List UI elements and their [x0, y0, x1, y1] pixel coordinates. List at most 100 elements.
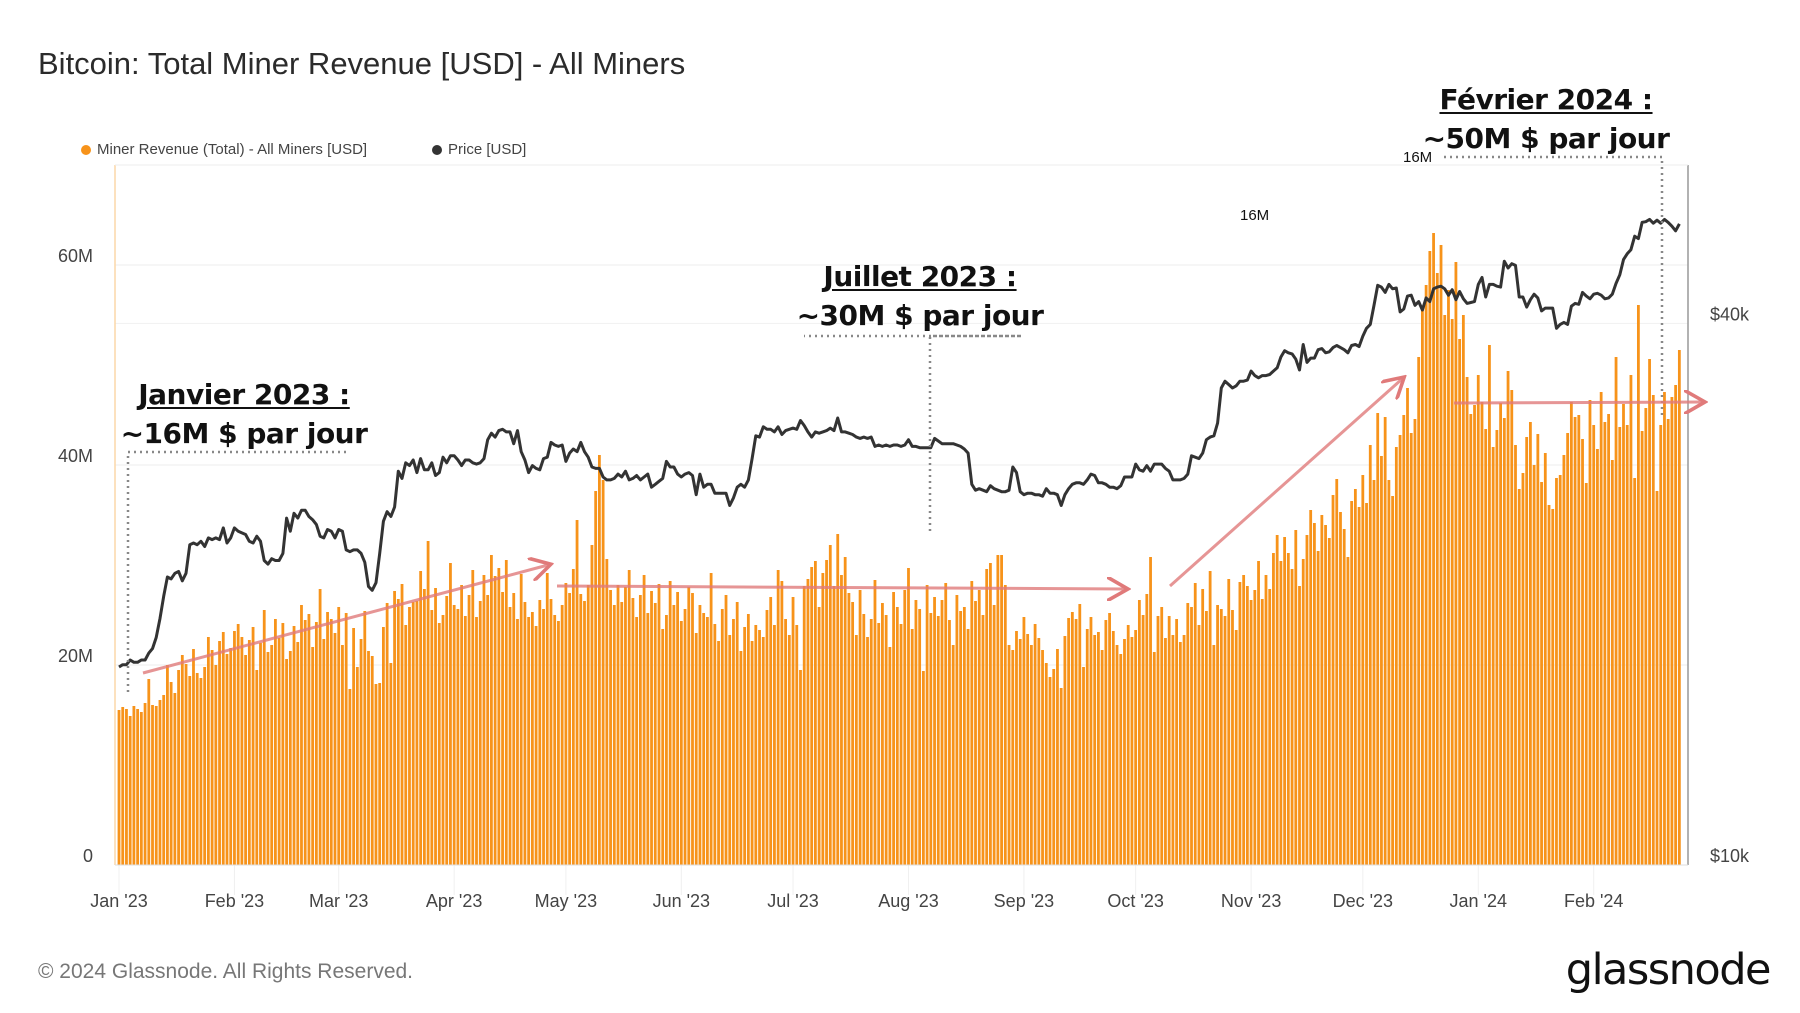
revenue-bar [1651, 395, 1655, 865]
annotation-july-2023: Juillet 2023 : ~30M $ par jour [797, 260, 1044, 332]
revenue-bar [490, 555, 493, 865]
revenue-bar [1037, 638, 1041, 865]
revenue-bar [1555, 478, 1558, 865]
revenue-bar [784, 619, 787, 865]
revenue-bar [1137, 600, 1141, 865]
legend-item-price[interactable]: Price [USD] [432, 141, 526, 158]
revenue-bar [668, 581, 672, 865]
revenue-bar [1372, 480, 1376, 865]
revenue-bar [352, 628, 356, 865]
revenue-bar [400, 584, 404, 865]
annotation-subtitle: ~50M $ par jour [1422, 122, 1670, 155]
revenue-bar [1145, 594, 1149, 865]
revenue-bar [847, 593, 851, 865]
revenue-bar [717, 641, 720, 865]
revenue-bar [1044, 663, 1048, 865]
revenue-bar [869, 619, 873, 865]
revenue-bar [761, 637, 765, 865]
revenue-bar [1320, 515, 1324, 865]
revenue-bar [970, 581, 974, 865]
copyright-footer: © 2024 Glassnode. All Rights Reserved. [38, 960, 414, 983]
revenue-bar [478, 601, 482, 865]
revenue-bar [475, 617, 478, 865]
revenue-bar [1011, 650, 1015, 865]
revenue-bar [579, 594, 583, 865]
revenue-bar [1141, 615, 1145, 865]
annotation-january-2023: Janvier 2023 : ~16M $ par jour [121, 378, 368, 450]
revenue-bar [274, 619, 277, 865]
revenue-bar [1342, 529, 1346, 865]
revenue-bar [1398, 435, 1402, 865]
revenue-bar [1588, 400, 1592, 865]
revenue-bar [1636, 305, 1640, 865]
revenue-bar [1000, 555, 1003, 865]
legend-label: Miner Revenue (Total) - All Miners [USD] [97, 141, 368, 158]
revenue-bar [1480, 402, 1484, 865]
revenue-bar [337, 607, 341, 865]
revenue-bar [355, 667, 359, 865]
revenue-bar [1596, 449, 1599, 865]
revenue-bar [1197, 625, 1201, 865]
revenue-bar [787, 635, 791, 865]
revenue-bar [530, 612, 534, 865]
revenue-bar [1201, 589, 1205, 865]
revenue-bar [705, 617, 709, 865]
revenue-bar [214, 665, 218, 865]
revenue-bar [638, 595, 642, 865]
revenue-bar [553, 615, 557, 865]
y-tick-label-right: $40k [1710, 304, 1750, 324]
revenue-bar [1674, 385, 1678, 865]
revenue-bar [1346, 557, 1350, 865]
revenue-bar [620, 602, 624, 865]
revenue-bar [732, 619, 735, 865]
revenue-bar [408, 607, 411, 865]
revenue-bar [1268, 589, 1272, 865]
revenue-bar [754, 625, 758, 865]
revenue-bar [1502, 418, 1506, 865]
revenue-bar [884, 615, 888, 865]
revenue-bar [1298, 586, 1301, 865]
revenue-bar [1648, 359, 1651, 865]
revenue-bar [1528, 422, 1532, 865]
revenue-bar [180, 655, 184, 865]
legend-item-miner-revenue[interactable]: Miner Revenue (Total) - All Miners [USD] [81, 141, 367, 158]
revenue-bar [1067, 618, 1071, 865]
revenue-bar [709, 573, 713, 865]
revenue-bar [1134, 630, 1138, 865]
revenue-bar [1104, 620, 1108, 865]
revenue-bar [549, 599, 553, 865]
revenue-bar [1540, 482, 1543, 865]
revenue-bar [676, 592, 679, 865]
revenue-bar [430, 610, 434, 865]
revenue-bar [836, 534, 840, 865]
revenue-bar [627, 570, 631, 865]
revenue-bar [292, 626, 296, 865]
revenue-bar [750, 641, 754, 865]
revenue-bar [1476, 375, 1480, 865]
revenue-bar [184, 664, 188, 865]
revenue-bar [1238, 582, 1242, 865]
revenue-bar [519, 574, 523, 865]
revenue-bar [411, 602, 415, 865]
revenue-bar [1152, 652, 1156, 865]
revenue-bar [557, 621, 560, 865]
revenue-bar [404, 625, 408, 865]
x-tick-label: Feb '24 [1564, 891, 1623, 911]
revenue-bar [1253, 590, 1257, 865]
revenue-bar [962, 607, 966, 865]
y-tick-label-left: 0 [83, 846, 93, 866]
revenue-bar [601, 480, 605, 865]
revenue-bar [687, 587, 691, 865]
revenue-bar [1279, 561, 1283, 865]
revenue-bar [1599, 392, 1603, 865]
marker-label: 16M [1240, 207, 1270, 224]
revenue-bar [1178, 642, 1182, 865]
y-tick-label-left: 40M [58, 446, 93, 466]
revenue-bar [1186, 603, 1190, 865]
revenue-bar [266, 652, 270, 865]
revenue-bar [1536, 434, 1540, 865]
x-tick-label: Aug '23 [878, 891, 939, 911]
revenue-bar [713, 624, 717, 865]
x-tick-label: Jan '23 [90, 891, 147, 911]
revenue-bar [1085, 629, 1089, 865]
